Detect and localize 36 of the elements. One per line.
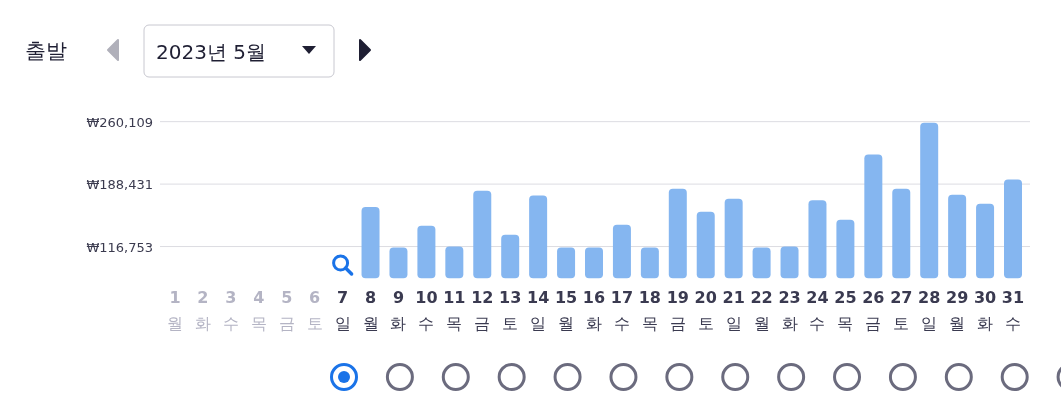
xtick: 30 화 (973, 288, 997, 333)
xtick: 27 토 (890, 288, 913, 333)
xtick: 25 목 (834, 288, 857, 333)
subtitle: 2023년 5월 (156, 40, 266, 64)
xtick: 20 토 (694, 288, 717, 333)
xtick: 11 목 (443, 288, 466, 333)
xtick: 31 수 (1001, 288, 1025, 333)
xtick: 14 일 (527, 288, 550, 333)
ytick: ₩260,109 (86, 114, 153, 130)
xtick: 28 일 (918, 288, 941, 333)
xtick: 8 월 (362, 288, 379, 333)
xtick: 23 화 (778, 288, 801, 333)
xtick: 16 화 (582, 288, 606, 333)
xtick: 26 금 (862, 288, 885, 333)
xtick: 21 일 (722, 288, 745, 333)
xtick: 13 토 (499, 288, 522, 333)
xtick: 6 토 (306, 288, 323, 333)
xtick: 17 수 (610, 288, 634, 333)
ytick: ₩188,431 (86, 177, 153, 193)
xtick: 22 월 (750, 288, 773, 333)
ytick: ₩116,753 (86, 239, 153, 255)
xtick: 2 화 (194, 288, 211, 333)
xtick: 29 월 (946, 288, 969, 333)
xtick: 1 월 (167, 288, 183, 333)
title: 출발 (25, 39, 67, 63)
xtick: 3 수 (222, 288, 239, 333)
xtick: 18 목 (638, 288, 661, 333)
xtick: 24 수 (806, 288, 829, 333)
xtick: 19 금 (666, 288, 689, 333)
xtick: 12 금 (471, 288, 494, 333)
xtick: 9 화 (390, 288, 407, 333)
xtick: 15 월 (554, 288, 578, 333)
xtick: 4 목 (250, 288, 267, 333)
xtick: 5 금 (278, 288, 295, 333)
xtick: 10 수 (415, 288, 438, 333)
xtick: 7 일 (334, 288, 351, 333)
